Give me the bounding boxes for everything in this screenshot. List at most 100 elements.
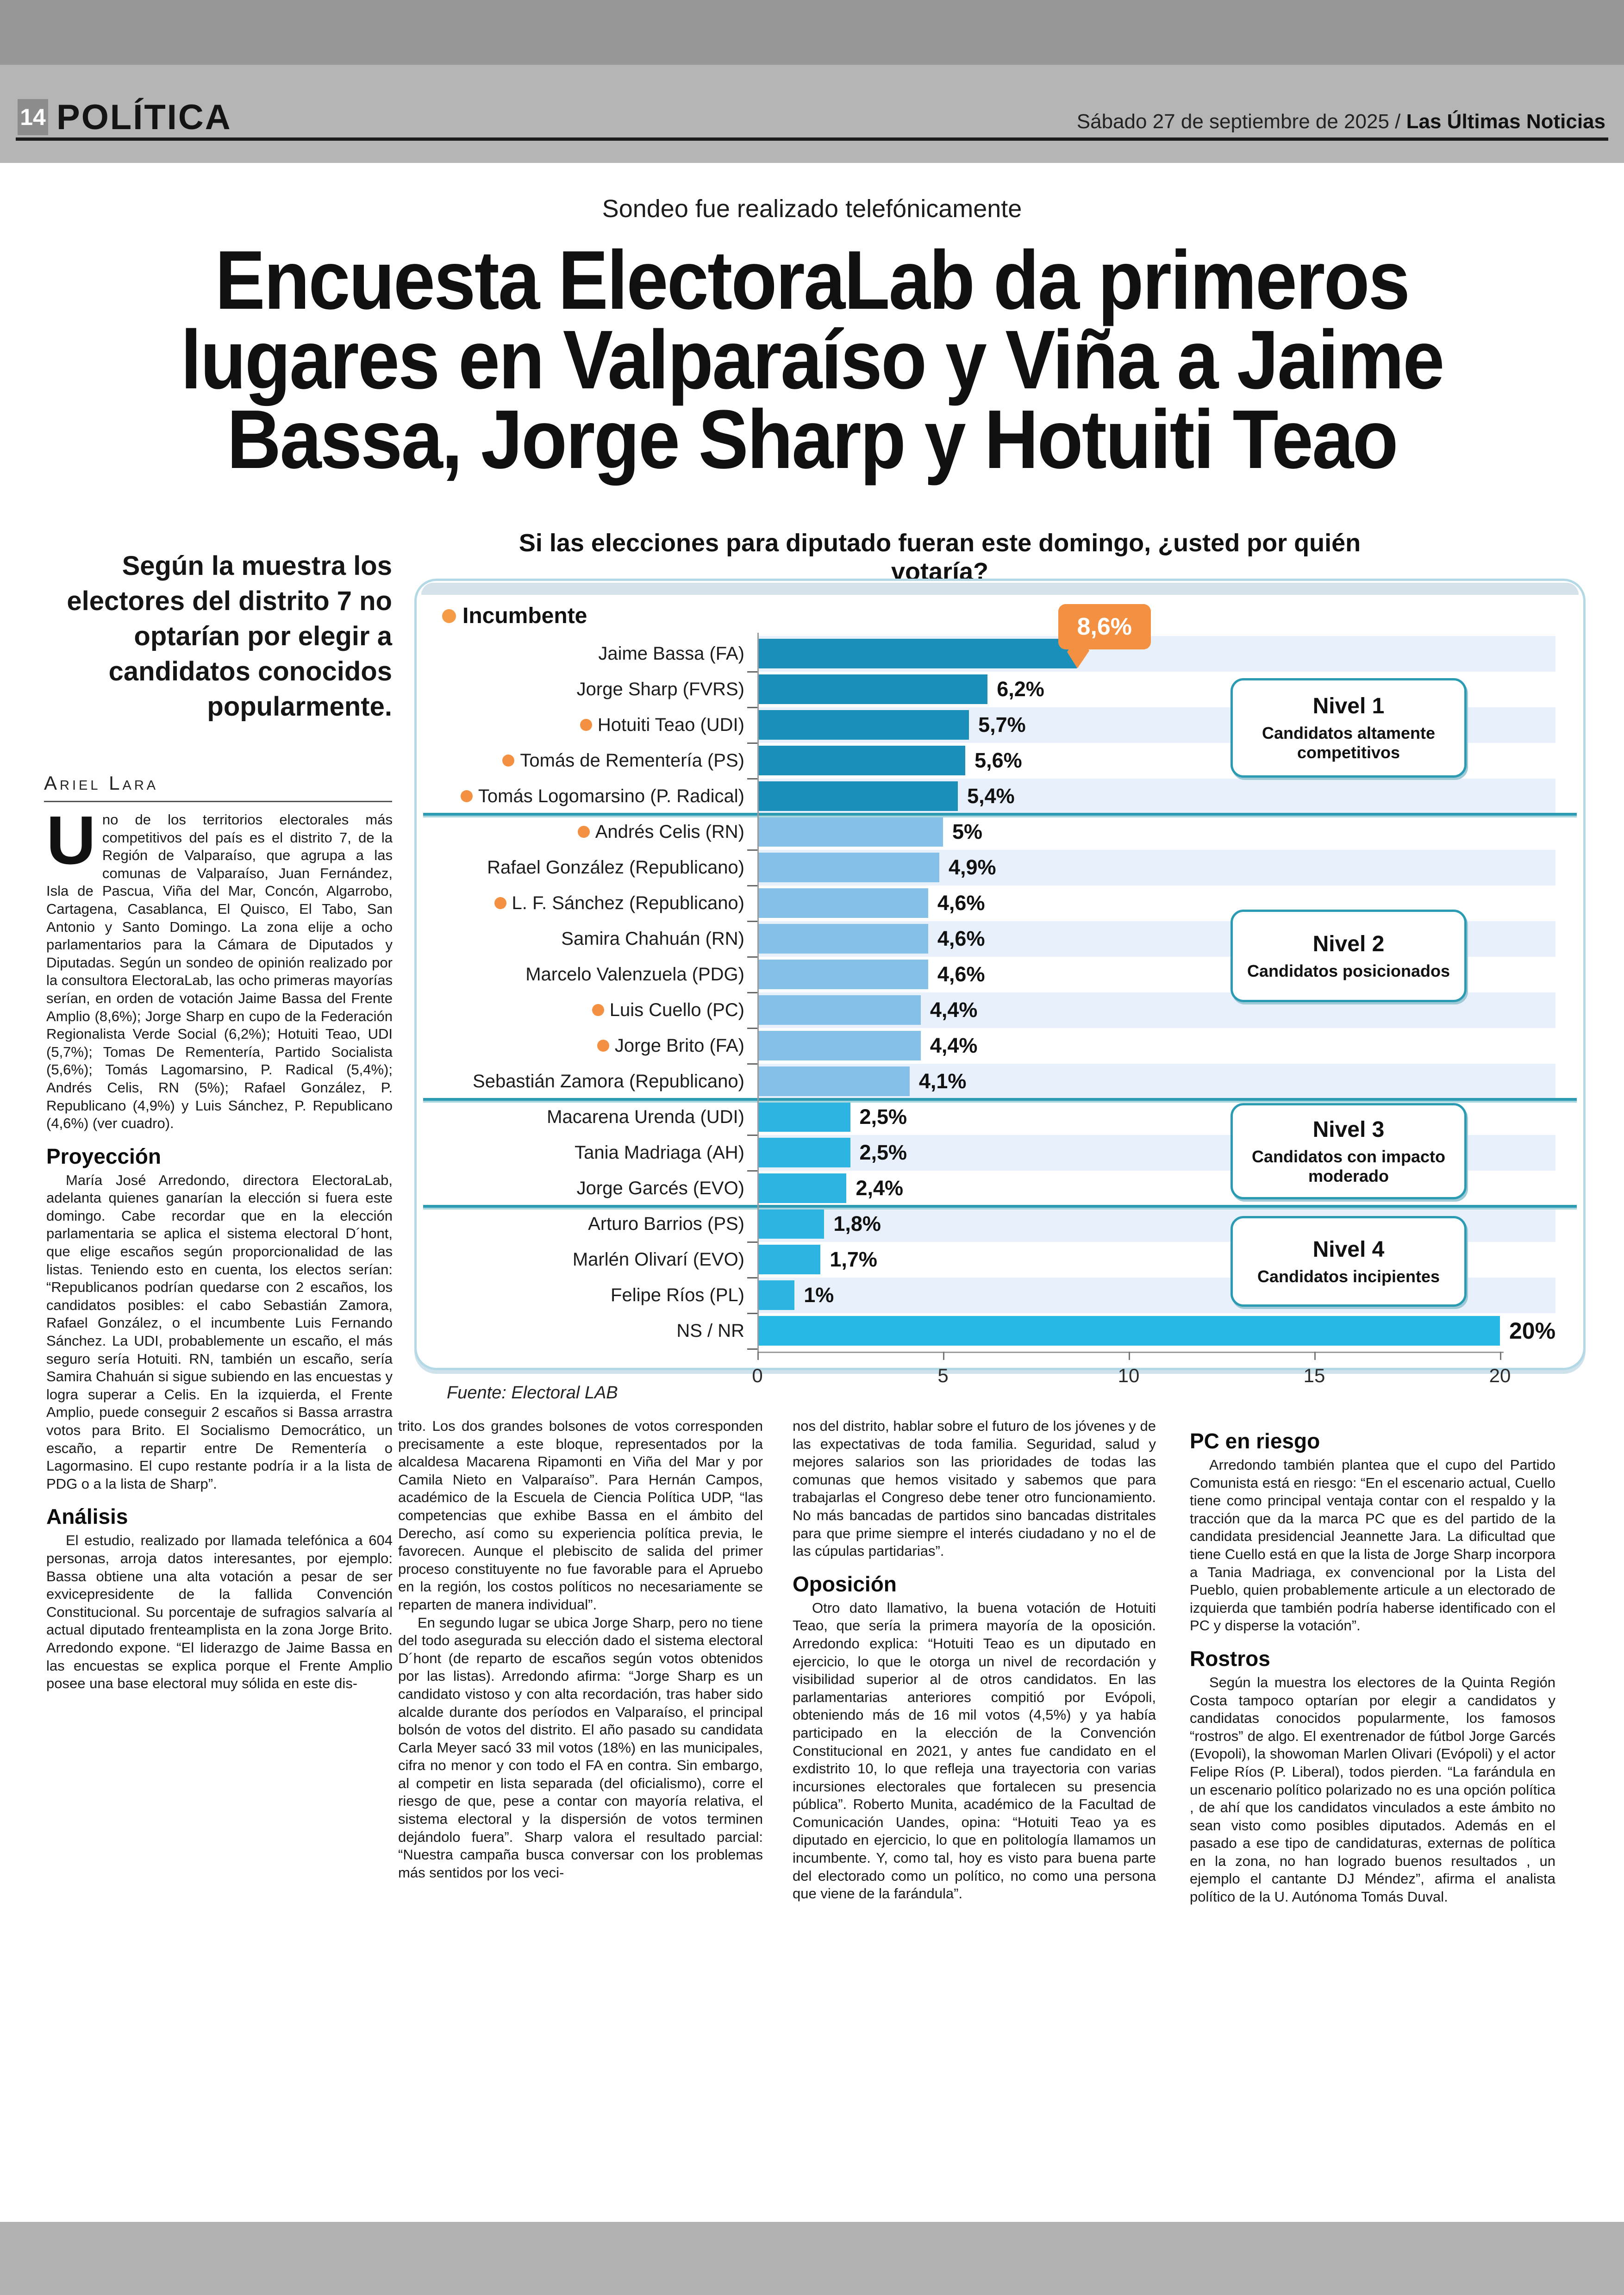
- bar-label: Jaime Bassa (FA): [420, 636, 744, 672]
- masthead-rule: [16, 137, 1608, 141]
- bar: [757, 1245, 821, 1274]
- bar: [757, 960, 928, 989]
- kicker: Sondeo fue realizado telefónicamente: [602, 195, 1022, 223]
- chart-source: Fuente: Electoral LAB: [447, 1383, 618, 1403]
- bar: [757, 853, 939, 882]
- bar-label: Tomás de Rementería (PS): [420, 743, 744, 779]
- y-axis-line: [757, 633, 759, 1352]
- incumbent-dot-icon: [494, 897, 506, 909]
- value-label: 5%: [952, 820, 983, 843]
- bar: [757, 1138, 850, 1167]
- bar-label-text: L. F. Sánchez (Republicano): [512, 892, 745, 913]
- page-number: 14: [18, 99, 48, 135]
- level-name: Nivel 1: [1312, 694, 1385, 718]
- bar-label-text: Andrés Celis (RN): [595, 821, 744, 842]
- incumbent-dot-icon: [580, 719, 592, 731]
- chart-title: Si las elecciones para diputado fueran e…: [518, 529, 1361, 586]
- bar: [757, 1209, 824, 1239]
- section-heading: Rostros: [1190, 1646, 1270, 1671]
- axis-row-tick: [747, 1170, 757, 1172]
- bar: [757, 710, 969, 740]
- value-label: 2,5%: [859, 1105, 907, 1129]
- value-label: 4,6%: [937, 962, 985, 986]
- drop-cap: U: [46, 802, 96, 879]
- chart-panel: Incumbente Jaime Bassa (FA) 8,6% Jorge Sha…: [414, 579, 1586, 1386]
- value-label: 6,2%: [997, 677, 1044, 701]
- section-heading: PC en riesgo: [1190, 1429, 1320, 1453]
- incumbent-dot-icon: [592, 1004, 604, 1016]
- level-name: Nivel 2: [1312, 931, 1385, 956]
- bar-label-text: Luis Cuello (PC): [609, 999, 744, 1020]
- bar: [757, 1173, 847, 1203]
- section-heading: Proyección: [46, 1144, 161, 1168]
- value-label: 2,4%: [856, 1176, 904, 1200]
- headline-line: Encuesta ElectoraLab da primeros: [215, 234, 1410, 327]
- dateline: Sábado 27 de septiembre de 2025 / Las Úl…: [1077, 110, 1605, 133]
- section-heading: Oposición: [793, 1572, 897, 1596]
- value-label: 5,7%: [978, 713, 1026, 736]
- axis-row-tick: [747, 671, 757, 673]
- bar-label: Andrés Celis (RN): [420, 814, 744, 850]
- value-label: 1,7%: [830, 1247, 877, 1271]
- level-box: Nivel 2 Candidatos posicionados: [1230, 910, 1467, 1002]
- section-heading: Análisis: [46, 1504, 128, 1529]
- paragraph: El estudio, realizado por llamada telefó…: [46, 1532, 393, 1692]
- x-axis-tick: [1500, 1351, 1501, 1360]
- level-divider: [423, 812, 1577, 816]
- chart-plot-area: Jaime Bassa (FA) 8,6% Jorge Sharp (FVRS) 6,…: [417, 581, 1583, 1386]
- bar-label: Luis Cuello (PC): [420, 992, 744, 1028]
- bar-label-text: Marlén Olivarí (EVO): [572, 1249, 744, 1270]
- level-description: Candidatos incipientes: [1257, 1266, 1440, 1286]
- value-label: 4,1%: [918, 1069, 967, 1093]
- bar-label: Jorge Sharp (FVRS): [420, 672, 744, 707]
- bar-label: Hotuiti Teao (UDI): [420, 707, 744, 743]
- x-axis-tick: [1314, 1351, 1316, 1360]
- bar-label: Jorge Garcés (EVO): [420, 1171, 744, 1206]
- legend-label: Incumbente: [462, 604, 587, 628]
- x-axis-tick-label: 0: [752, 1364, 763, 1386]
- x-axis-tick: [943, 1351, 944, 1360]
- value-label: 4,6%: [937, 891, 985, 915]
- bar: [757, 639, 1077, 668]
- bar-label-text: Felipe Ríos (PL): [611, 1285, 744, 1305]
- bar-label: Felipe Ríos (PL): [420, 1278, 744, 1313]
- section-title: POLÍTICA: [56, 98, 232, 137]
- x-axis-tick: [1129, 1351, 1130, 1360]
- bar-label-text: Tomás Logomarsino (P. Radical): [478, 786, 744, 806]
- article-column-2: trito. Los dos grandes bolsones de votos…: [398, 1417, 763, 1882]
- bar-label: Sebastián Zamora (Republicano): [420, 1064, 744, 1099]
- standfirst: Según la muestra los electores del distr…: [67, 551, 392, 722]
- bar-label-text: Jorge Garcés (EVO): [576, 1178, 744, 1198]
- bar-label: Jorge Brito (FA): [420, 1028, 744, 1064]
- article-column-4: PC en riesgo Arredondo también plantea qu…: [1190, 1417, 1555, 1906]
- bar: [757, 888, 928, 918]
- paragraph: trito. Los dos grandes bolsones de votos…: [398, 1418, 763, 1613]
- axis-row-tick: [747, 849, 757, 851]
- masthead-band: [0, 65, 1624, 163]
- paragraph: Otro dato llamativo, la buena votación d…: [793, 1599, 1156, 1902]
- level-name: Nivel 4: [1312, 1237, 1385, 1262]
- bar: [757, 1066, 910, 1096]
- x-axis-tick-label: 10: [1118, 1364, 1140, 1386]
- bar-label-text: Marcelo Valenzuela (PDG): [525, 964, 744, 985]
- level-box: Nivel 3 Candidatos con impacto moderado: [1230, 1103, 1467, 1199]
- paragraph: Arredondo también plantea que el cupo de…: [1190, 1457, 1555, 1634]
- bar-label: Rafael González (Republicano): [420, 850, 744, 886]
- level-divider: [423, 1098, 1577, 1101]
- value-label: 1,8%: [833, 1212, 881, 1235]
- bar-label-text: Sebastián Zamora (Republicano): [473, 1071, 744, 1091]
- axis-row-tick: [747, 778, 757, 780]
- level-description: Candidatos con impacto moderado: [1251, 1147, 1446, 1185]
- bar-label-text: NS / NR: [676, 1320, 744, 1341]
- bar-label-text: Arturo Barrios (PS): [588, 1213, 744, 1234]
- value-label: 20%: [1509, 1318, 1556, 1344]
- paragraph: En segundo lugar se ubica Jorge Sharp, p…: [398, 1614, 763, 1881]
- value-label: 2,5%: [859, 1141, 907, 1164]
- axis-row-tick: [747, 1312, 757, 1314]
- bar-label-text: Rafael González (Republicano): [487, 857, 744, 878]
- x-axis-tick: [757, 1351, 759, 1360]
- value-label: 5,6%: [974, 748, 1022, 772]
- bar-label: Tomás Logomarsino (P. Radical): [420, 779, 744, 814]
- paragraph: nos del distrito, hablar sobre el futuro…: [793, 1418, 1156, 1559]
